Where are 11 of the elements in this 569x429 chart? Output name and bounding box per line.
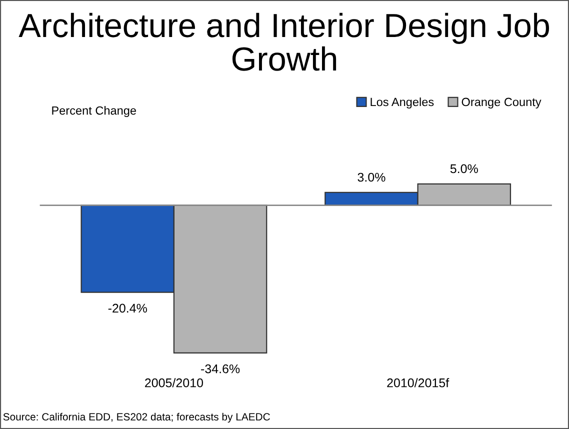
data-label: 3.0% xyxy=(358,172,386,182)
text: Percent Change xyxy=(52,106,136,118)
legend-label: Orange County xyxy=(462,98,542,108)
data-label: -34.6% xyxy=(201,364,240,374)
data-label: 5.0% xyxy=(450,164,478,174)
source-note: Source: California EDD, ES202 data; forecasts by LAEDC xyxy=(3,412,270,423)
chart-title: Architecture and Interior Design Job Growth xyxy=(18,12,549,71)
legend-label: Los Angeles xyxy=(370,97,434,108)
x-tick-label: 2010/2015f xyxy=(387,378,450,388)
x-tick-label: 2005/2010 xyxy=(145,378,204,388)
data-label: -20.4% xyxy=(108,304,147,313)
